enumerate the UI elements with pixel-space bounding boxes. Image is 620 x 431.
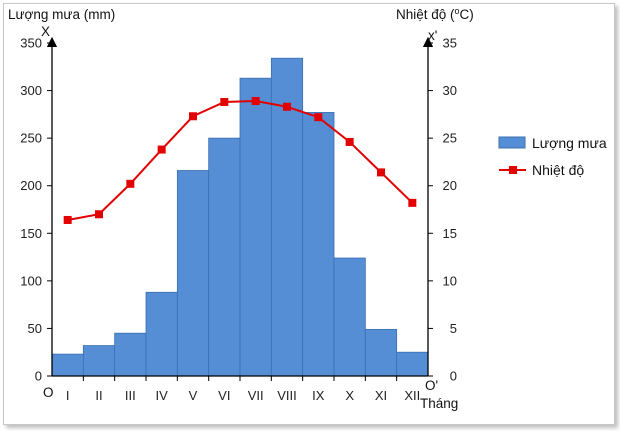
rainfall-bar bbox=[82, 345, 116, 377]
right-tick-label: 35 bbox=[443, 36, 457, 51]
x-axis-ticks: I II III IV V VI VII VIII IX X XI XII bbox=[66, 376, 420, 403]
left-tick-label: 0 bbox=[35, 369, 42, 384]
temperature-point bbox=[63, 215, 72, 224]
x-tick-label: XII bbox=[404, 388, 420, 403]
rainfall-bar bbox=[302, 112, 335, 377]
temperature-line bbox=[63, 97, 417, 224]
left-axis-ticks: 0 50 100 150 200 250 300 350 bbox=[20, 36, 52, 384]
legend-temperature-marker bbox=[509, 166, 517, 174]
left-tick-label: 150 bbox=[20, 226, 42, 241]
temperature-point bbox=[345, 137, 354, 146]
legend: Lượng mưa Nhiệt độ bbox=[498, 135, 607, 178]
temperature-point bbox=[251, 97, 260, 106]
rainfall-bar bbox=[176, 170, 210, 377]
right-axis-ticks: 0 5 10 15 20 25 30 35 bbox=[428, 36, 457, 384]
right-axis-title: Nhiệt độ (oC) bbox=[396, 6, 474, 22]
right-tick-label: 30 bbox=[443, 83, 457, 98]
left-tick-label: 100 bbox=[20, 273, 42, 288]
left-tick-label: 250 bbox=[20, 131, 42, 146]
x-tick-label: X bbox=[345, 388, 354, 403]
left-axis-title: Lượng mưa (mm) bbox=[8, 7, 115, 22]
legend-temperature-label: Nhiệt độ bbox=[532, 162, 584, 178]
left-tick-label: 50 bbox=[28, 321, 42, 336]
x-tick-label: II bbox=[95, 388, 102, 403]
rainfall-bar bbox=[364, 328, 398, 377]
temperature-point bbox=[314, 113, 323, 122]
temperature-point bbox=[408, 198, 417, 207]
x-tick-label: IV bbox=[156, 388, 169, 403]
rainfall-bar bbox=[239, 77, 272, 377]
origin-right-label: O' bbox=[425, 378, 438, 393]
left-axis-letter: X bbox=[41, 24, 50, 39]
right-axis-letter: x' bbox=[428, 28, 437, 43]
x-tick-label: XI bbox=[375, 388, 387, 403]
right-axis-title-sup: o bbox=[455, 6, 460, 16]
rainfall-bar bbox=[208, 137, 241, 377]
left-tick-label: 350 bbox=[20, 36, 42, 51]
right-tick-label: 10 bbox=[443, 273, 457, 288]
right-axis-title-main: Nhiệt độ ( bbox=[396, 7, 455, 22]
right-tick-label: 5 bbox=[450, 321, 457, 336]
left-tick-label: 300 bbox=[20, 83, 42, 98]
rainfall-bar bbox=[333, 257, 366, 377]
rainfall-bar bbox=[396, 351, 429, 377]
x-axis-title: Tháng bbox=[420, 396, 458, 411]
origin-left-label: O bbox=[43, 385, 54, 400]
right-tick-label: 25 bbox=[443, 131, 457, 146]
x-tick-label: VI bbox=[218, 388, 230, 403]
left-tick-label: 200 bbox=[20, 178, 42, 193]
rainfall-bar bbox=[145, 291, 178, 377]
temperature-point bbox=[95, 210, 103, 219]
temperature-polyline bbox=[67, 100, 414, 221]
x-tick-label: VIII bbox=[277, 388, 297, 403]
temperature-point bbox=[126, 179, 135, 188]
x-tick-label: I bbox=[66, 388, 70, 403]
legend-rainfall-label: Lượng mưa bbox=[532, 135, 607, 151]
temperature-point bbox=[220, 97, 229, 106]
right-tick-label: 15 bbox=[443, 226, 457, 241]
x-tick-label: VII bbox=[248, 388, 264, 403]
right-tick-label: 0 bbox=[450, 369, 457, 384]
rainfall-bars bbox=[51, 57, 429, 377]
x-tick-label: V bbox=[189, 388, 198, 403]
rainfall-bar bbox=[51, 353, 84, 377]
right-tick-label: 20 bbox=[443, 178, 457, 193]
right-axis-title-end: C) bbox=[460, 7, 474, 22]
temperature-point bbox=[377, 168, 385, 177]
legend-rainfall-swatch bbox=[498, 136, 526, 149]
x-tick-label: III bbox=[125, 388, 136, 403]
rainfall-bar bbox=[114, 332, 147, 377]
temperature-point bbox=[283, 102, 291, 111]
temperature-point bbox=[157, 145, 166, 154]
x-tick-label: IX bbox=[312, 388, 325, 403]
temperature-point bbox=[189, 112, 197, 121]
